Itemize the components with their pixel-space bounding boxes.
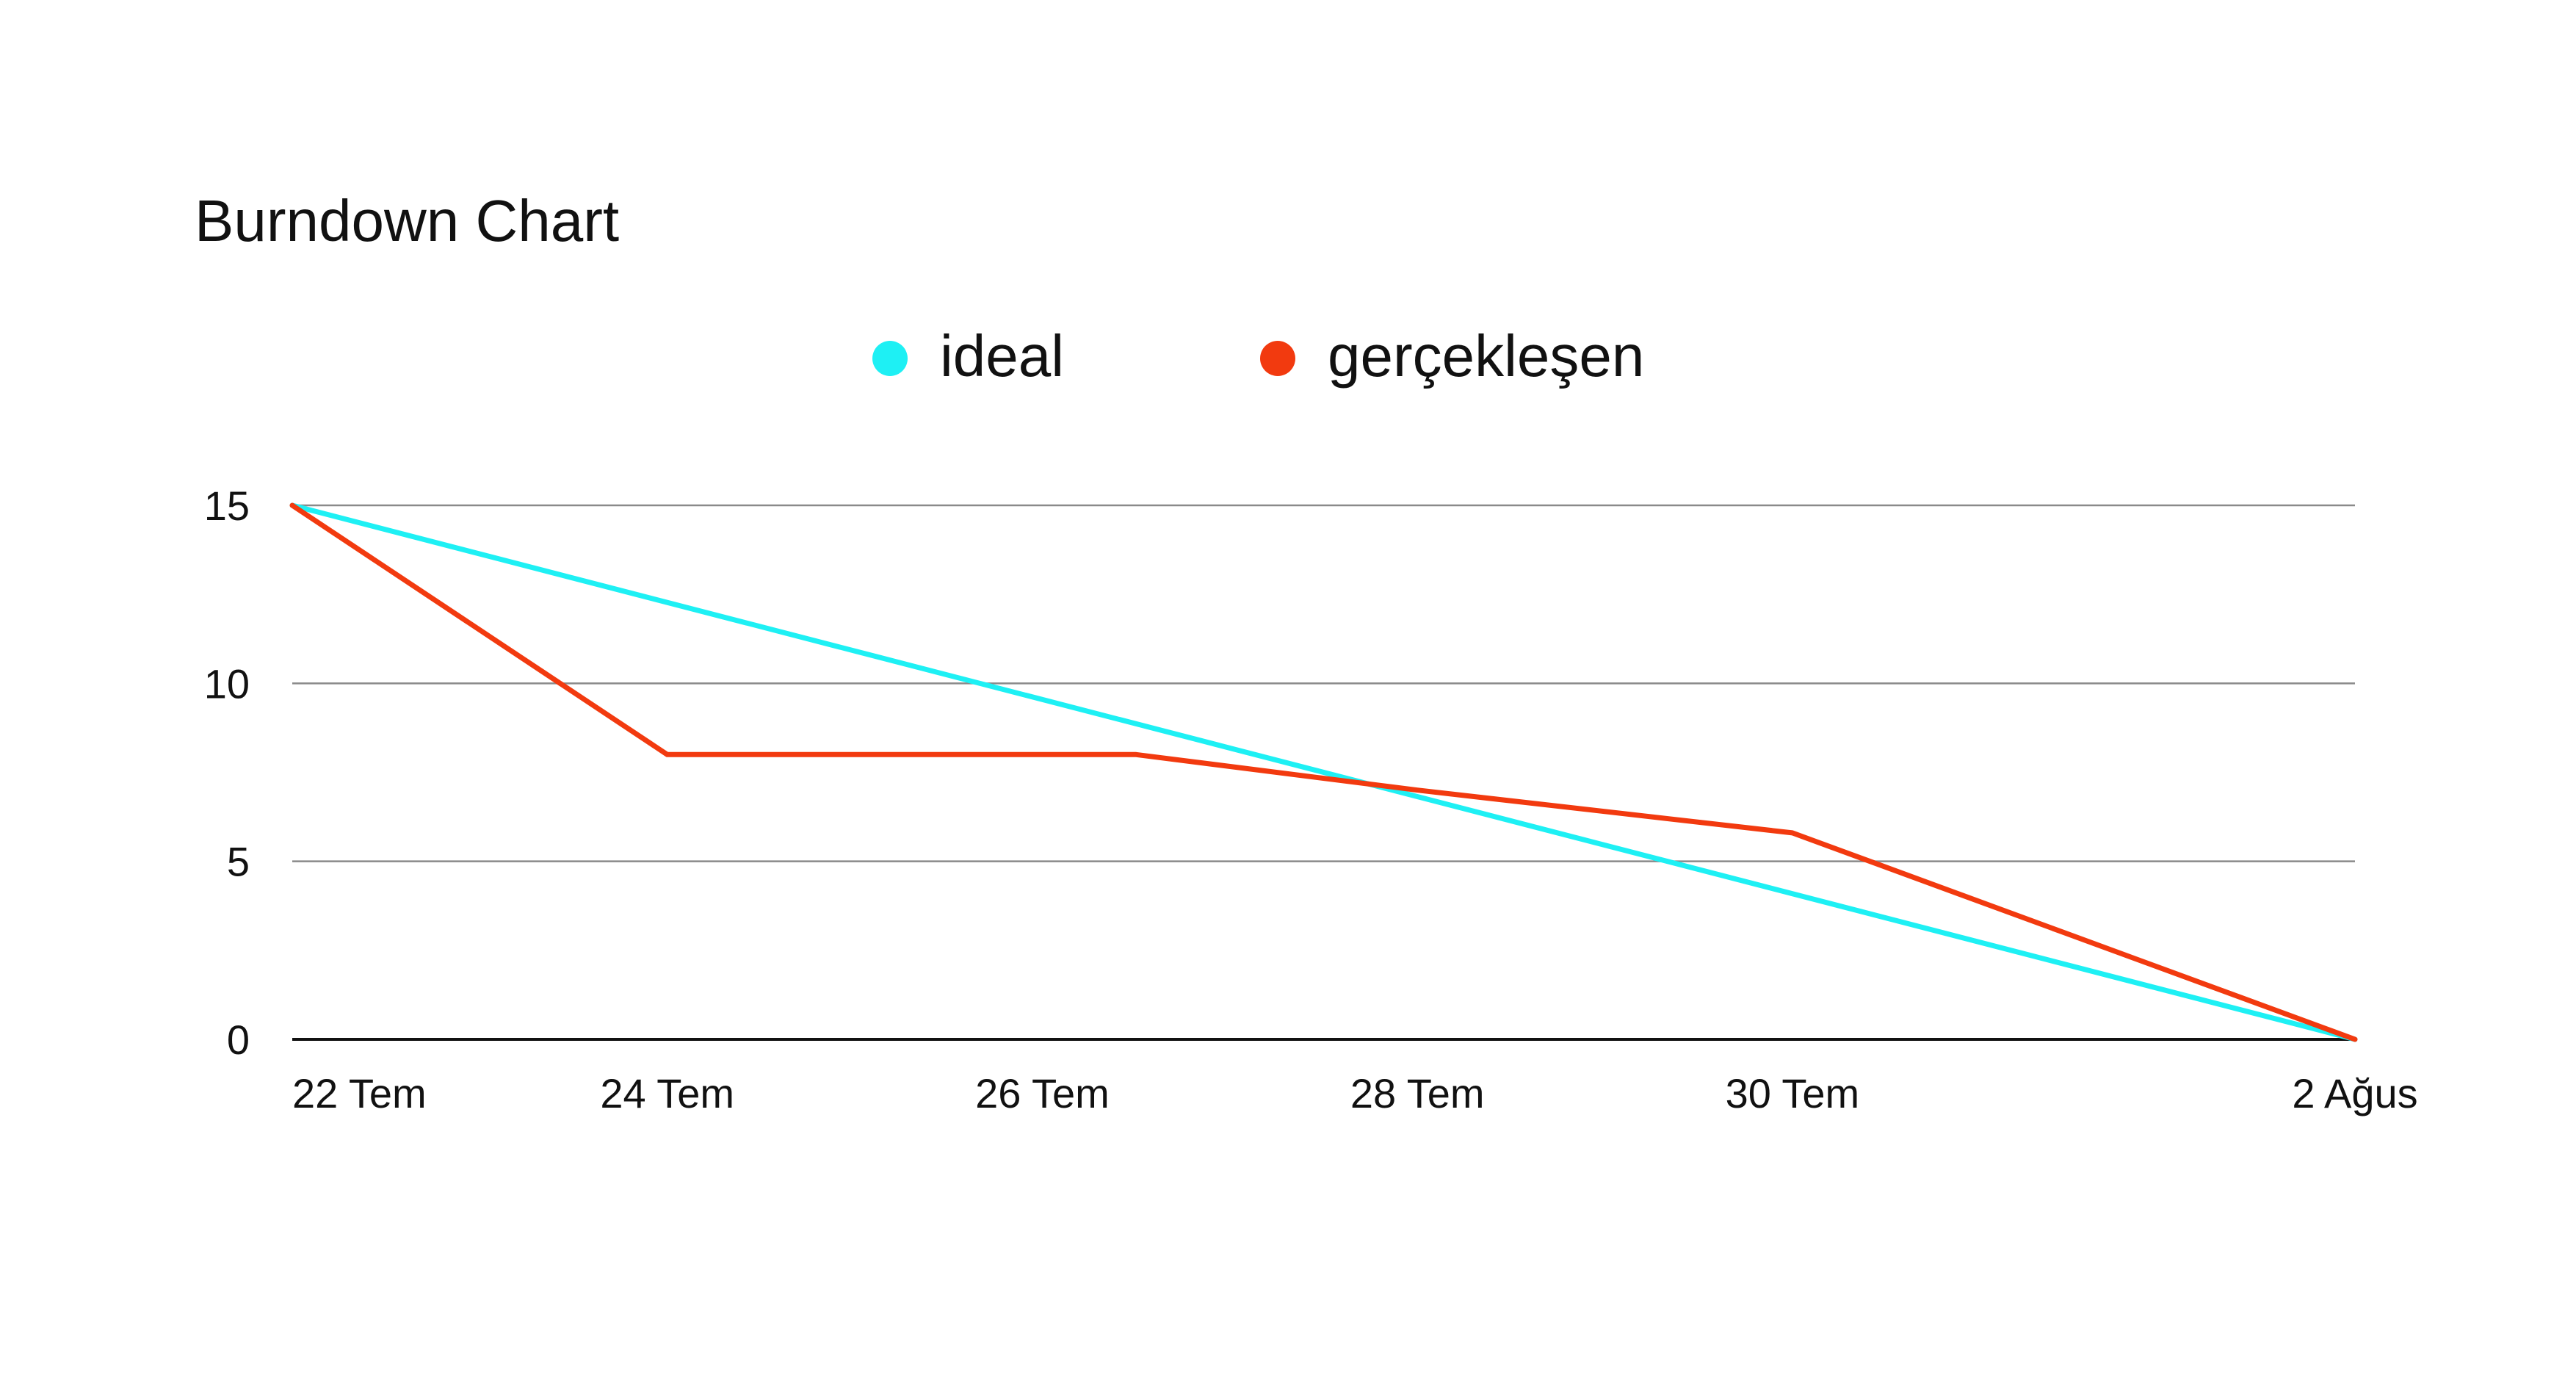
legend-marker-2: [1260, 341, 1295, 376]
y-axis-ticks: 0 5 10 15: [204, 483, 250, 1063]
x-tick-label: 24 Tem: [600, 1070, 734, 1116]
x-tick-label: 26 Tem: [975, 1070, 1110, 1116]
y-tick-label: 15: [204, 483, 250, 529]
y-tick-label: 0: [227, 1017, 250, 1063]
chart-title: Burndown Chart: [195, 188, 619, 253]
legend-marker-1: [872, 341, 908, 376]
y-tick-label: 5: [227, 839, 250, 885]
grid-lines: [292, 504, 2355, 1041]
y-tick-label: 10: [204, 660, 250, 707]
series-line-2: [289, 502, 2358, 1042]
x-tick-label: 22 Tem: [292, 1070, 427, 1116]
series-lines: [289, 502, 2358, 1042]
legend: ideal gerçekleşen: [872, 323, 1644, 389]
x-tick-label: 2 Ağus: [2292, 1070, 2417, 1116]
legend-label-2: gerçekleşen: [1328, 323, 1644, 389]
series-line-1: [289, 502, 2358, 1042]
legend-label-1: ideal: [940, 323, 1064, 389]
x-tick-label: 30 Tem: [1726, 1070, 1860, 1116]
x-tick-label: 28 Tem: [1350, 1070, 1485, 1116]
x-axis-ticks: 22 Tem 24 Tem 26 Tem 28 Tem 30 Tem 2 Ağus: [292, 1070, 2418, 1116]
